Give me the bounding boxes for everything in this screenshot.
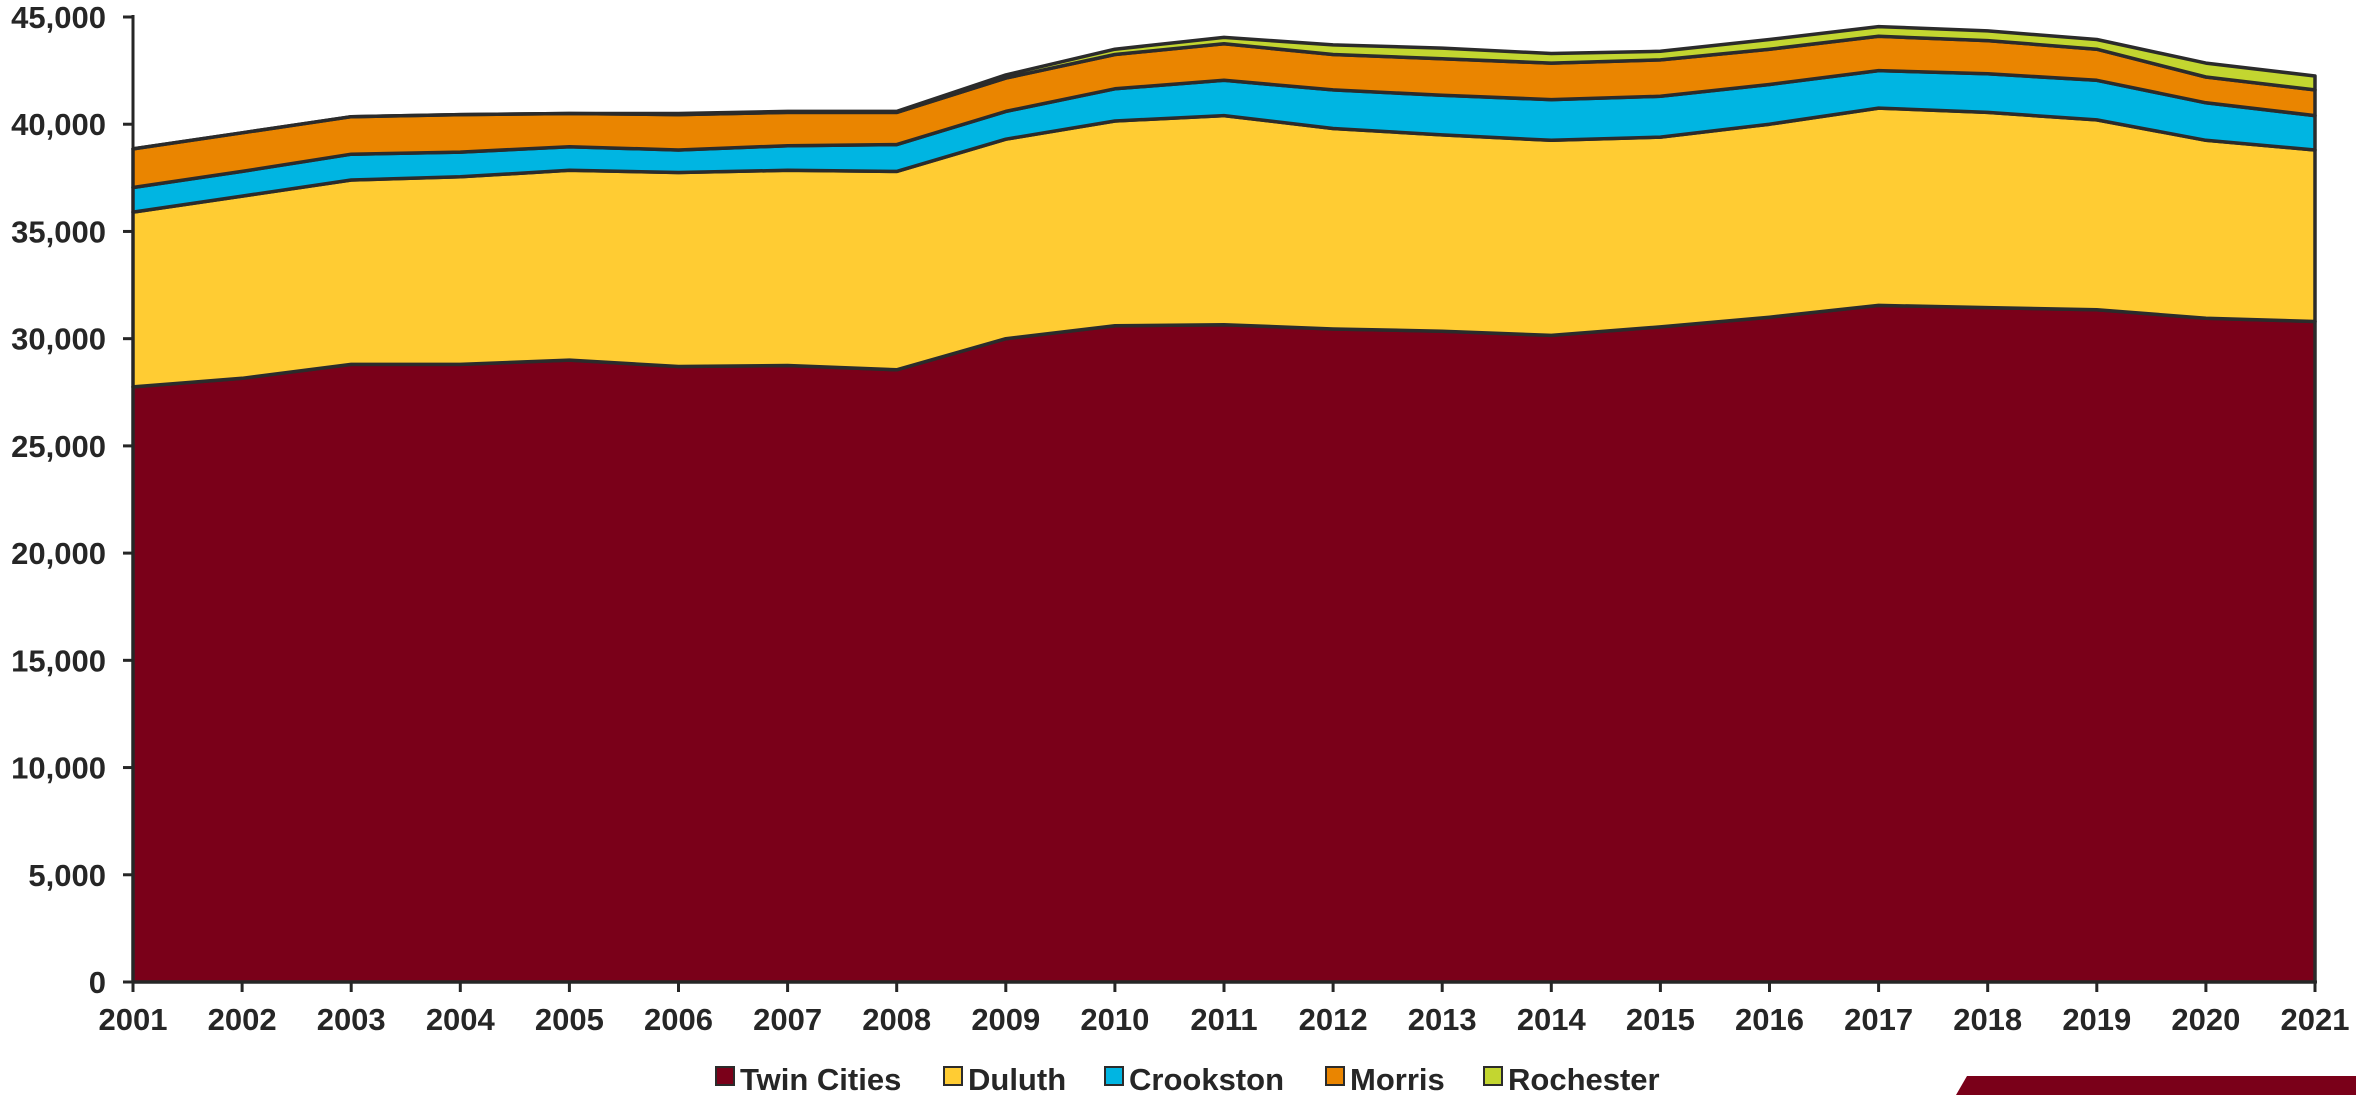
- legend-label: Twin Cities: [740, 1062, 901, 1095]
- x-tick-label: 2002: [208, 1002, 277, 1037]
- x-tick-label: 2012: [1299, 1002, 1368, 1037]
- legend-label: Rochester: [1508, 1062, 1660, 1095]
- y-tick-label: 30,000: [11, 322, 106, 357]
- x-tick-label: 2010: [1080, 1002, 1149, 1037]
- legend-label: Duluth: [968, 1062, 1066, 1095]
- y-tick-label: 5,000: [28, 858, 106, 893]
- x-tick-label: 2007: [753, 1002, 822, 1037]
- y-tick-label: 10,000: [11, 751, 106, 786]
- legend-swatch: [1325, 1066, 1345, 1086]
- y-tick-label: 15,000: [11, 643, 106, 678]
- y-tick-label: 20,000: [11, 536, 106, 571]
- legend-swatch: [1104, 1066, 1124, 1086]
- x-tick-label: 2006: [644, 1002, 713, 1037]
- legend-swatch: [715, 1066, 735, 1086]
- x-axis-ticks: 2001 2002 2003 2004 2005 2006 2007 2008 2009 2010…: [99, 982, 2350, 1037]
- x-tick-label: 2021: [2281, 1002, 2350, 1037]
- x-tick-label: 2016: [1735, 1002, 1804, 1037]
- legend-swatch: [1483, 1066, 1503, 1086]
- legend-item-duluth: Duluth: [943, 1062, 1066, 1095]
- decorative-accent-bar: [1956, 1076, 2356, 1095]
- x-tick-label: 2018: [1953, 1002, 2022, 1037]
- y-tick-label: 0: [89, 965, 106, 1000]
- y-tick-label: 45,000: [11, 0, 106, 35]
- legend-swatch: [943, 1066, 963, 1086]
- y-tick-label: 40,000: [11, 107, 106, 142]
- legend-label: Morris: [1350, 1062, 1445, 1095]
- y-tick-label: 25,000: [11, 429, 106, 464]
- x-tick-label: 2013: [1408, 1002, 1477, 1037]
- area-twin-cities: [131, 303, 2317, 984]
- x-tick-label: 2020: [2171, 1002, 2240, 1037]
- legend-item-twin-cities: Twin Cities: [715, 1062, 901, 1095]
- x-tick-label: 2015: [1626, 1002, 1695, 1037]
- x-tick-label: 2005: [535, 1002, 604, 1037]
- x-tick-label: 2004: [426, 1002, 496, 1037]
- x-tick-label: 2019: [2062, 1002, 2131, 1037]
- x-tick-label: 2014: [1517, 1002, 1587, 1037]
- legend-item-crookston: Crookston: [1104, 1062, 1284, 1095]
- x-tick-label: 2008: [862, 1002, 931, 1037]
- area-series-group: [131, 24, 2317, 984]
- x-tick-label: 2011: [1190, 1002, 1257, 1037]
- x-tick-label: 2003: [317, 1002, 386, 1037]
- chart-legend: Twin Cities Duluth Crookston Morris Rocheste…: [715, 1062, 1660, 1095]
- area-rochester: [131, 24, 2317, 151]
- legend-label: Crookston: [1129, 1062, 1284, 1095]
- y-axis-ticks: 0 5,000 10,000 15,000 20,000 25,000 30,000 35,0…: [11, 0, 133, 1000]
- x-tick-label: 2017: [1844, 1002, 1913, 1037]
- legend-item-rochester: Rochester: [1483, 1062, 1660, 1095]
- y-tick-label: 35,000: [11, 214, 106, 249]
- x-tick-label: 2009: [971, 1002, 1040, 1037]
- legend-item-morris: Morris: [1325, 1062, 1445, 1095]
- x-tick-label: 2001: [99, 1002, 168, 1037]
